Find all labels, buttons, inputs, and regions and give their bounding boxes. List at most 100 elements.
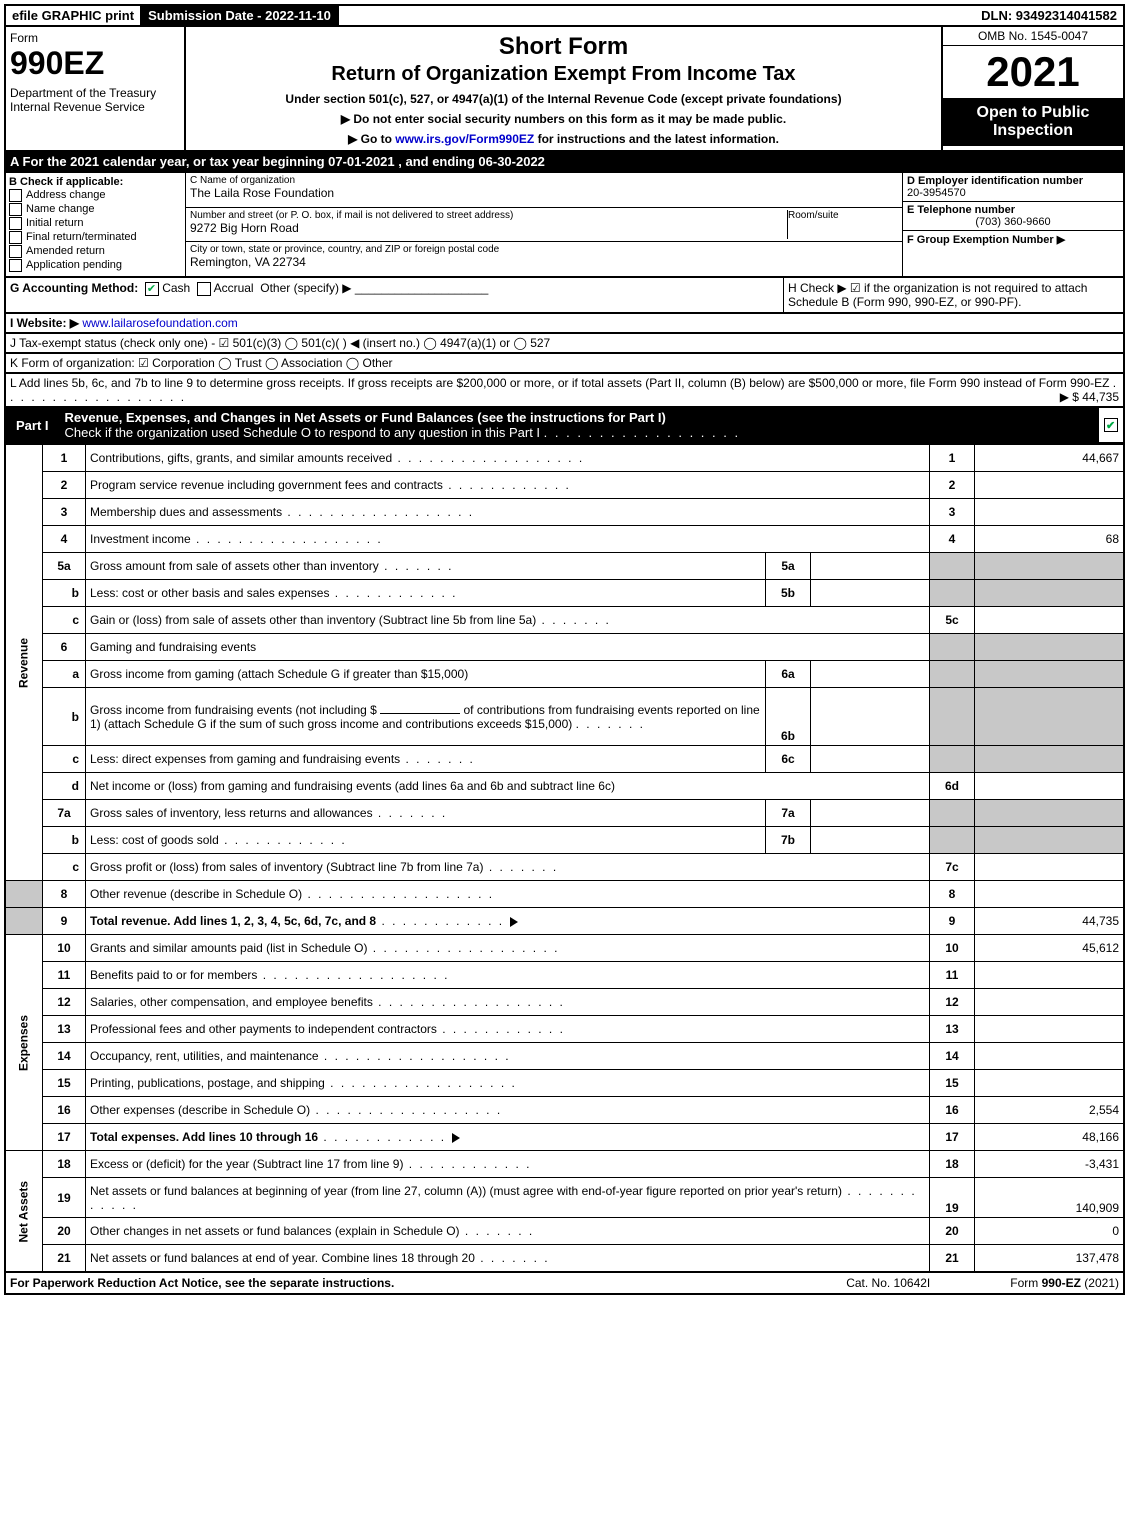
cb-cash[interactable] — [145, 282, 159, 296]
cb-accrual[interactable] — [197, 282, 211, 296]
ln: 13 — [43, 1016, 86, 1043]
t: Net assets or fund balances at beginning… — [90, 1184, 842, 1198]
street-label: Number and street (or P. O. box, if mail… — [190, 210, 783, 221]
rv: 68 — [975, 526, 1125, 553]
desc: Less: cost or other basis and sales expe… — [86, 580, 766, 607]
rn: 14 — [930, 1043, 975, 1070]
footer: For Paperwork Reduction Act Notice, see … — [4, 1273, 1125, 1295]
rn: 4 — [930, 526, 975, 553]
opt: Application pending — [26, 259, 122, 271]
arrow-icon — [452, 1133, 460, 1143]
g-cash: Cash — [162, 281, 190, 295]
rv: 48,166 — [975, 1124, 1125, 1151]
desc: Total expenses. Add lines 10 through 16 — [86, 1124, 930, 1151]
desc: Net assets or fund balances at beginning… — [86, 1178, 930, 1218]
desc: Net assets or fund balances at end of ye… — [86, 1245, 930, 1273]
header-mid: Short Form Return of Organization Exempt… — [186, 27, 943, 150]
desc: Net income or (loss) from gaming and fun… — [86, 773, 930, 800]
rn-shade — [930, 553, 975, 580]
cb-amended-return[interactable] — [9, 245, 22, 258]
arrow-icon — [510, 917, 518, 927]
dots — [376, 914, 504, 928]
rn-shade — [930, 634, 975, 661]
section-a: A For the 2021 calendar year, or tax yea… — [4, 152, 1125, 173]
rn: 2 — [930, 472, 975, 499]
part-i-endcb-wrap — [1099, 408, 1123, 442]
desc: Benefits paid to or for members — [86, 962, 930, 989]
ln: 7a — [43, 800, 86, 827]
rv: 0 — [975, 1218, 1125, 1245]
mn: 6b — [766, 688, 811, 746]
part-i-tab: Part I — [6, 408, 59, 442]
efile-label: efile GRAPHIC print — [6, 6, 142, 25]
cb-schedule-o[interactable] — [1104, 418, 1118, 432]
desc: Investment income — [86, 526, 930, 553]
t: Total revenue. Add lines 1, 2, 3, 4, 5c,… — [90, 914, 376, 928]
row-gh: G Accounting Method: Cash Accrual Other … — [4, 278, 1125, 314]
rv — [975, 854, 1125, 881]
t: Gross profit or (loss) from sales of inv… — [90, 860, 558, 874]
rn: 13 — [930, 1016, 975, 1043]
mn: 5b — [766, 580, 811, 607]
section-def: D Employer identification number 20-3954… — [903, 173, 1123, 276]
l-text: L Add lines 5b, 6c, and 7b to line 9 to … — [10, 376, 1109, 390]
desc: Other expenses (describe in Schedule O) — [86, 1097, 930, 1124]
dots — [460, 1224, 535, 1238]
rv-shade — [975, 746, 1125, 773]
cb-address-change[interactable] — [9, 189, 22, 202]
website-link[interactable]: www.lailarosefoundation.com — [82, 316, 237, 330]
rv — [975, 1016, 1125, 1043]
rv — [975, 607, 1125, 634]
rv: 140,909 — [975, 1178, 1125, 1218]
rv — [975, 881, 1125, 908]
rn-shade — [930, 746, 975, 773]
ln: 8 — [43, 881, 86, 908]
desc: Professional fees and other payments to … — [86, 1016, 930, 1043]
t: Printing, publications, postage, and shi… — [90, 1076, 517, 1090]
header-left: Form 990EZ Department of the Treasury In… — [6, 27, 186, 150]
room-label: Room/suite — [788, 210, 898, 221]
ln: b — [43, 580, 86, 607]
section-j: J Tax-exempt status (check only one) - ☑… — [4, 334, 1125, 354]
rn: 18 — [930, 1151, 975, 1178]
desc: Less: direct expenses from gaming and fu… — [86, 746, 766, 773]
rv-shade — [975, 827, 1125, 854]
ln: 9 — [43, 908, 86, 935]
dln: DLN: 93492314041582 — [975, 6, 1123, 25]
rn: 7c — [930, 854, 975, 881]
header: Form 990EZ Department of the Treasury In… — [4, 27, 1125, 152]
t: Program service revenue including govern… — [90, 478, 571, 492]
c-name-label: C Name of organization — [190, 175, 898, 186]
ln: 18 — [43, 1151, 86, 1178]
desc: Gross income from gaming (attach Schedul… — [86, 661, 766, 688]
form-number: 990EZ — [10, 45, 180, 82]
cb-name-change[interactable] — [9, 203, 22, 216]
irs-link[interactable]: www.irs.gov/Form990EZ — [395, 132, 534, 146]
t: Benefits paid to or for members — [90, 968, 449, 982]
t: Membership dues and assessments — [90, 505, 474, 519]
t: Total expenses. Add lines 10 through 16 — [90, 1130, 318, 1144]
side-gap — [5, 881, 43, 908]
rn: 15 — [930, 1070, 975, 1097]
ln: 10 — [43, 935, 86, 962]
section-k: K Form of organization: ☑ Corporation ◯ … — [4, 354, 1125, 374]
desc: Printing, publications, postage, and shi… — [86, 1070, 930, 1097]
rv: -3,431 — [975, 1151, 1125, 1178]
mv — [811, 746, 930, 773]
b-label: B Check if applicable: — [9, 176, 182, 188]
l-val: ▶ $ 44,735 — [1060, 390, 1119, 404]
desc: Gross sales of inventory, less returns a… — [86, 800, 766, 827]
ln: b — [43, 827, 86, 854]
city: Remington, VA 22734 — [190, 255, 898, 269]
cb-application-pending[interactable] — [9, 259, 22, 272]
cb-initial-return[interactable] — [9, 217, 22, 230]
opt: Address change — [26, 189, 106, 201]
omb-number: OMB No. 1545-0047 — [943, 27, 1123, 46]
mv — [811, 661, 930, 688]
desc: Salaries, other compensation, and employ… — [86, 989, 930, 1016]
side-revenue: Revenue — [5, 445, 43, 881]
cb-final-return[interactable] — [9, 231, 22, 244]
rv: 45,612 — [975, 935, 1125, 962]
submission-date: Submission Date - 2022-11-10 — [142, 6, 339, 25]
rv — [975, 773, 1125, 800]
